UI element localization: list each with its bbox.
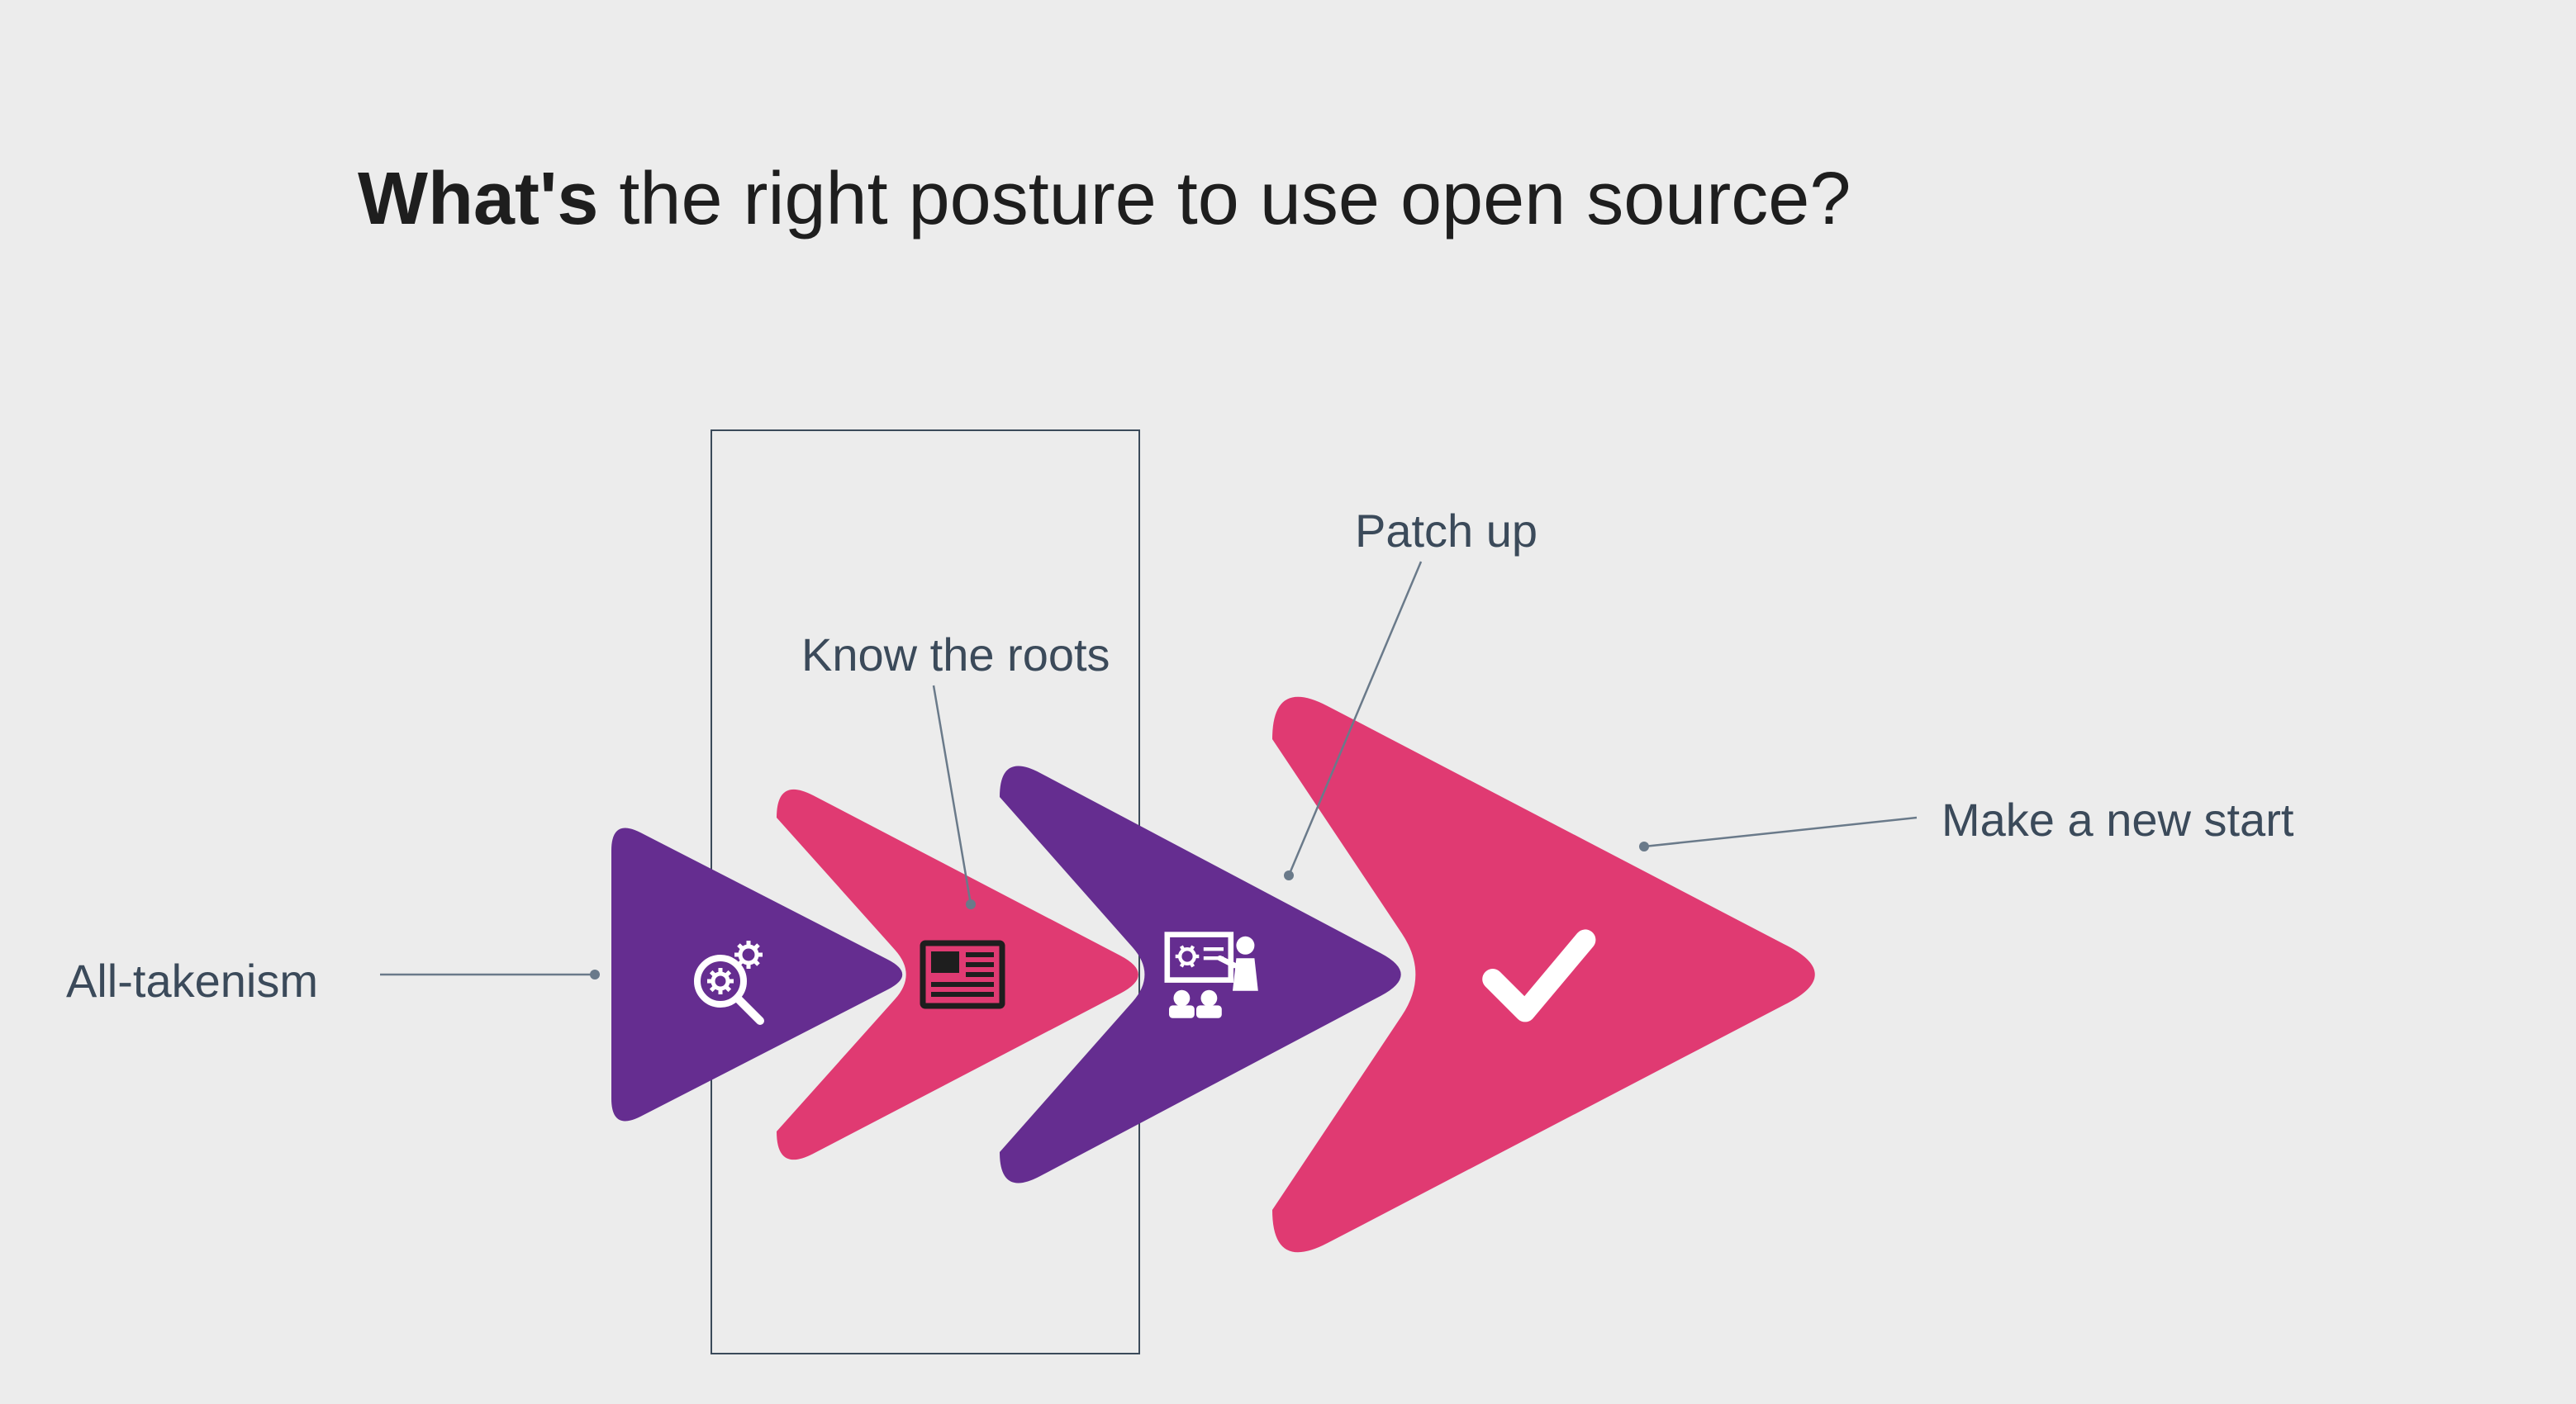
leader-dot bbox=[1639, 842, 1649, 851]
leader-line bbox=[1644, 818, 1917, 847]
leader-dot bbox=[966, 899, 976, 909]
label-patch-up: Patch up bbox=[1355, 504, 1538, 557]
leader-dot bbox=[1284, 870, 1294, 880]
leader-dot bbox=[590, 970, 600, 979]
flow-diagram bbox=[0, 0, 2576, 1404]
label-know-the-roots: Know the roots bbox=[801, 628, 1110, 681]
label-make-a-new-start: Make a new start bbox=[1942, 793, 2293, 847]
label-all-takenism: All-takenism bbox=[66, 954, 318, 1008]
slide-canvas: What's the right posture to use open sou… bbox=[0, 0, 2576, 1404]
